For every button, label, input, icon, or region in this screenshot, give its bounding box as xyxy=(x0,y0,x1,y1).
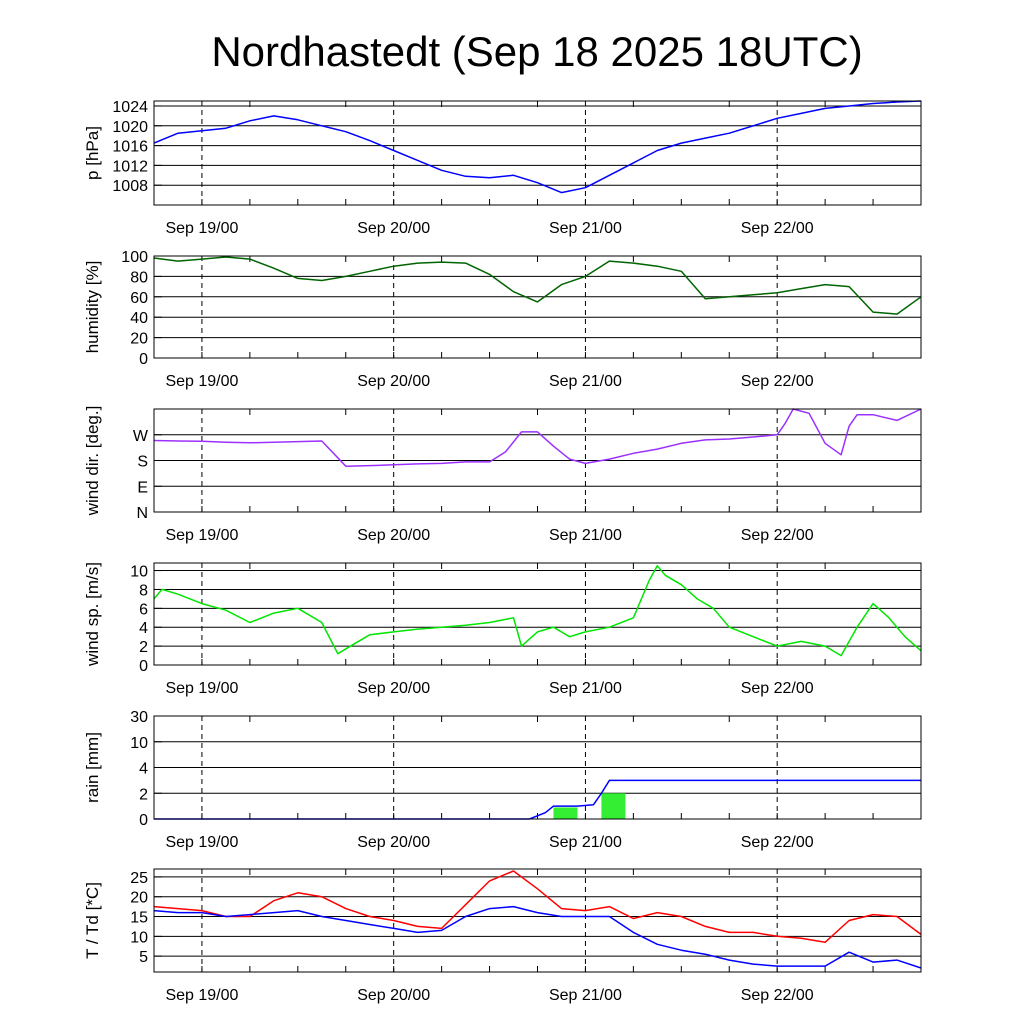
x-tick-label: Sep 20/00 xyxy=(357,987,430,1004)
y-tick-label: 60 xyxy=(130,290,148,307)
x-tick-label: Sep 20/00 xyxy=(357,373,430,390)
y-axis-label: humidity [%] xyxy=(83,261,102,354)
rain-bar xyxy=(601,793,626,819)
panel-frame xyxy=(153,562,922,666)
x-tick-label: Sep 21/00 xyxy=(549,834,622,851)
series-line-1 xyxy=(153,408,922,467)
y-tick-label: 4 xyxy=(139,761,148,778)
y-axis-label: wind dir. [deg.] xyxy=(83,406,102,517)
y-tick-label: 1024 xyxy=(112,99,148,116)
x-tick-label: Sep 20/00 xyxy=(357,834,430,851)
y-axis-label: T / Td [*C] xyxy=(83,882,102,959)
x-tick-label: Sep 21/00 xyxy=(549,987,622,1004)
panel-pressure: 1008 1012 1016 1020 1024 Sep 19/00 Sep 20/00 Se… xyxy=(83,99,922,237)
y-tick-label: 8 xyxy=(139,582,148,599)
series-line-1 xyxy=(154,779,921,820)
x-tick-label: Sep 21/00 xyxy=(549,373,622,390)
panel-wind-speed: 0 2 4 6 810 Sep 19/00 Sep 20/00 Sep 21/00 Sep 22… xyxy=(83,562,922,697)
y-tick-label: 10 xyxy=(130,564,148,581)
x-tick-label: Sep 19/00 xyxy=(165,527,238,544)
y-tick-label: 6 xyxy=(139,601,148,618)
y-tick-label: 20 xyxy=(130,890,148,907)
series-line-1 xyxy=(153,565,922,657)
x-tick-label: Sep 22/00 xyxy=(741,680,814,697)
y-tick-label: 1016 xyxy=(112,139,148,156)
x-tick-label: Sep 21/00 xyxy=(549,527,622,544)
y-tick-label: 1020 xyxy=(112,119,148,136)
y-tick-label: N xyxy=(136,505,148,522)
x-tick-label: Sep 22/00 xyxy=(741,220,814,237)
y-axis-label: p [hPa] xyxy=(83,126,102,180)
x-tick-label: Sep 19/00 xyxy=(165,680,238,697)
panel-frame xyxy=(153,255,922,359)
y-tick-label: 20 xyxy=(130,331,148,348)
y-tick-label: 4 xyxy=(139,620,148,637)
panel-humidity: 0 20 40 60 80 100 Sep 19/00 Sep 20/00 Sep 21/00 S… xyxy=(83,249,922,390)
y-tick-label: 10 xyxy=(130,929,148,946)
rain-bar xyxy=(553,807,578,819)
x-tick-label: Sep 22/00 xyxy=(741,527,814,544)
x-tick-label: Sep 22/00 xyxy=(741,373,814,390)
y-tick-label: S xyxy=(137,454,148,471)
y-tick-label: 10 xyxy=(130,735,148,752)
panel-frame xyxy=(153,715,922,820)
series-line-2 xyxy=(153,905,922,969)
x-tick-label: Sep 19/00 xyxy=(165,987,238,1004)
y-tick-label: 0 xyxy=(139,812,148,829)
panel-frame xyxy=(153,100,922,206)
x-tick-label: Sep 22/00 xyxy=(741,834,814,851)
x-tick-label: Sep 20/00 xyxy=(357,220,430,237)
x-tick-label: Sep 19/00 xyxy=(165,220,238,237)
y-tick-label: 40 xyxy=(130,310,148,327)
y-tick-label: 2 xyxy=(139,639,148,656)
series-line-1 xyxy=(153,256,922,315)
y-tick-label: 1012 xyxy=(112,158,148,175)
y-axis-label: wind sp. [m/s] xyxy=(83,562,102,667)
panel-frame xyxy=(153,868,922,973)
y-tick-label: W xyxy=(133,428,149,445)
y-tick-label: E xyxy=(137,479,148,496)
y-tick-label: 80 xyxy=(130,269,148,286)
x-tick-label: Sep 22/00 xyxy=(741,987,814,1004)
y-tick-label: 25 xyxy=(130,870,148,887)
panel-temperature: 5 10 15 20 25 Sep 19/00 Sep 20/00 Sep 21/00 Sep … xyxy=(83,868,922,1004)
chart-title: Nordhastedt (Sep 18 2025 18UTC) xyxy=(211,28,862,75)
x-tick-label: Sep 20/00 xyxy=(357,680,430,697)
series-line-1 xyxy=(153,870,922,944)
x-tick-label: Sep 19/00 xyxy=(165,834,238,851)
y-tick-label: 2 xyxy=(139,786,148,803)
y-axis-label: rain [mm] xyxy=(83,732,102,803)
x-tick-label: Sep 21/00 xyxy=(549,680,622,697)
y-tick-label: 100 xyxy=(121,249,148,266)
y-tick-label: 5 xyxy=(139,949,148,966)
y-tick-label: 0 xyxy=(139,351,148,368)
y-tick-label: 1008 xyxy=(112,178,148,195)
panel-frame xyxy=(153,408,922,513)
x-tick-label: Sep 20/00 xyxy=(357,527,430,544)
y-tick-label: 30 xyxy=(130,709,148,726)
series-line-1 xyxy=(153,100,922,194)
x-tick-label: Sep 21/00 xyxy=(549,220,622,237)
x-tick-label: Sep 19/00 xyxy=(165,373,238,390)
panel-rain: 0 2 4 10 30 Sep 19/00 Sep 20/00 Sep 21/00 Sep 22… xyxy=(83,709,922,851)
y-tick-label: 0 xyxy=(139,658,148,675)
y-tick-label: 15 xyxy=(130,910,148,927)
